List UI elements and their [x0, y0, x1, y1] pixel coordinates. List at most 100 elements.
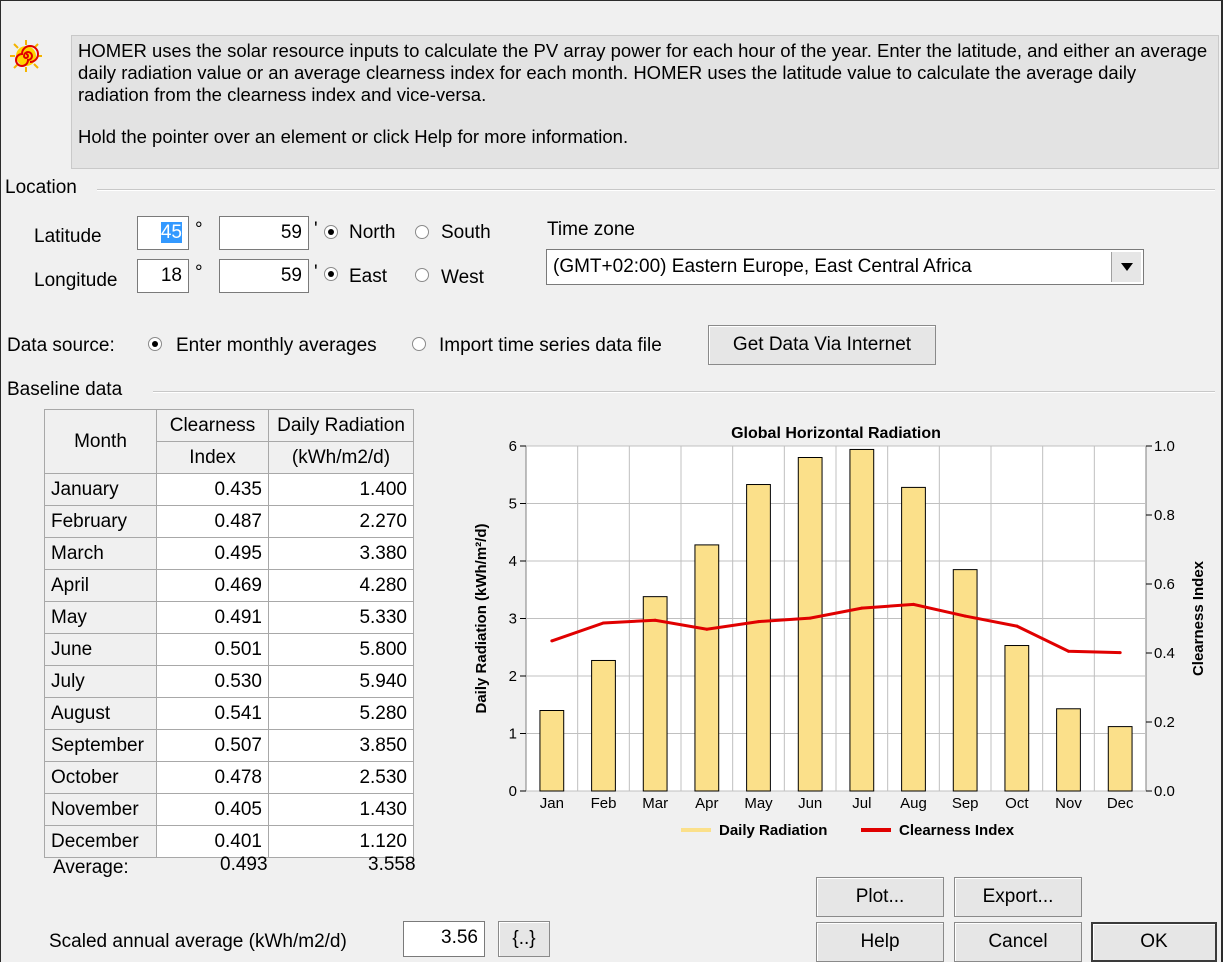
radiation-cell[interactable]: 3.850: [268, 729, 414, 762]
north-label[interactable]: North: [349, 222, 396, 243]
latitude-minutes-input[interactable]: 59: [219, 216, 309, 250]
datasource-label: Data source:: [7, 335, 115, 356]
solar-resource-icon: [10, 40, 42, 72]
line-point: [1067, 649, 1070, 653]
clearness-column-header: Clearness: [156, 409, 269, 442]
table-row: July 0.530 5.940: [44, 665, 414, 698]
average-label: Average:: [53, 857, 129, 878]
line-point: [602, 621, 605, 625]
clearness-cell[interactable]: 0.541: [156, 697, 269, 730]
export-button[interactable]: Export...: [954, 877, 1082, 917]
north-radio[interactable]: [324, 225, 338, 239]
radiation-cell[interactable]: 5.940: [268, 665, 414, 698]
radiation-cell[interactable]: 1.120: [268, 825, 414, 858]
y-tick-label: 1: [509, 726, 517, 743]
radiation-column-subheader: (kWh/m2/d): [268, 441, 414, 474]
south-label[interactable]: South: [441, 222, 491, 243]
sensitivity-values-button[interactable]: {..}: [498, 921, 550, 957]
monthly-averages-label[interactable]: Enter monthly averages: [176, 335, 377, 356]
bar: [539, 710, 565, 792]
average-radiation: 3.558: [368, 854, 416, 875]
time-series-radio[interactable]: [412, 337, 426, 351]
clearness-column-subheader: Index: [156, 441, 269, 474]
clearness-cell[interactable]: 0.401: [156, 825, 269, 858]
y-tick-label: 0: [509, 783, 517, 800]
radiation-cell[interactable]: 1.400: [268, 473, 414, 506]
plot-button[interactable]: Plot...: [816, 877, 944, 917]
west-label[interactable]: West: [441, 267, 484, 288]
chevron-down-icon[interactable]: [1111, 252, 1141, 282]
west-radio[interactable]: [415, 268, 429, 282]
table-row: November 0.405 1.430: [44, 793, 414, 826]
clearness-cell[interactable]: 0.487: [156, 505, 269, 538]
clearness-cell[interactable]: 0.491: [156, 601, 269, 634]
longitude-minutes-input[interactable]: 59: [219, 259, 309, 293]
radiation-cell[interactable]: 4.280: [268, 569, 414, 602]
clearness-cell[interactable]: 0.478: [156, 761, 269, 794]
time-series-label[interactable]: Import time series data file: [439, 335, 662, 356]
clearness-cell[interactable]: 0.507: [156, 729, 269, 762]
radiation-cell[interactable]: 2.530: [268, 761, 414, 794]
monthly-averages-radio[interactable]: [148, 337, 162, 351]
month-cell: March: [44, 537, 157, 570]
month-cell: November: [44, 793, 157, 826]
clearness-cell[interactable]: 0.405: [156, 793, 269, 826]
scaled-annual-average-input[interactable]: 3.56: [403, 921, 485, 957]
east-label[interactable]: East: [349, 266, 388, 287]
clearness-cell[interactable]: 0.495: [156, 537, 269, 570]
radiation-cell[interactable]: 3.380: [268, 537, 414, 570]
line-point: [860, 606, 864, 610]
table-header-row: Month Clearness Daily Radiation: [44, 409, 414, 474]
line-point: [912, 602, 915, 606]
month-cell: June: [44, 633, 157, 666]
y2-tick-label: 0.0: [1154, 783, 1175, 800]
latitude-degrees-input[interactable]: 45: [137, 216, 189, 250]
info-description: HOMER uses the solar resource inputs to …: [78, 40, 1208, 105]
radiation-cell[interactable]: 5.330: [268, 601, 414, 634]
radiation-cell[interactable]: 1.430: [268, 793, 414, 826]
table-row: January 0.435 1.400: [44, 473, 414, 506]
chart-title: Global Horizontal Radiation: [731, 425, 941, 442]
y2-tick-label: 0.8: [1154, 507, 1175, 524]
radiation-cell[interactable]: 2.270: [268, 505, 414, 538]
radiation-cell[interactable]: 5.800: [268, 633, 414, 666]
info-hint: Hold the pointer over an element or clic…: [78, 126, 629, 147]
radiation-cell[interactable]: 5.280: [268, 697, 414, 730]
x-tick-label: Apr: [695, 795, 718, 812]
clearness-cell[interactable]: 0.501: [156, 633, 269, 666]
x-tick-label: Nov: [1055, 795, 1082, 812]
table-row: October 0.478 2.530: [44, 761, 414, 794]
x-tick-label: Dec: [1107, 795, 1134, 812]
line-point: [1118, 651, 1122, 655]
get-data-via-internet-button[interactable]: Get Data Via Internet: [708, 325, 936, 365]
x-tick-label: Feb: [591, 795, 617, 812]
clearness-cell[interactable]: 0.435: [156, 473, 269, 506]
bar: [952, 569, 978, 792]
y2-tick-label: 0.4: [1154, 645, 1175, 662]
location-group-label: Location: [5, 177, 83, 199]
x-tick-label: Jan: [540, 795, 564, 812]
table-row: February 0.487 2.270: [44, 505, 414, 538]
line-point: [963, 614, 967, 618]
y2-axis-label: Clearness Index: [1190, 560, 1207, 676]
help-button[interactable]: Help: [816, 922, 944, 962]
longitude-degree-symbol: °: [195, 262, 203, 283]
y-axis-label: Daily Radiation (kWh/m²/d): [473, 523, 490, 713]
timezone-select[interactable]: (GMT+02:00) Eastern Europe, East Central…: [546, 249, 1144, 285]
clearness-index-line: [551, 602, 1121, 655]
timezone-label: Time zone: [547, 219, 635, 240]
month-cell: April: [44, 569, 157, 602]
clearness-cell[interactable]: 0.530: [156, 665, 269, 698]
east-radio[interactable]: [324, 267, 338, 281]
bar: [1056, 708, 1081, 792]
cancel-button[interactable]: Cancel: [954, 922, 1082, 962]
month-cell: September: [44, 729, 157, 762]
longitude-degrees-input[interactable]: 18: [137, 259, 189, 293]
line-point: [757, 620, 760, 624]
x-tick-label: Jul: [852, 795, 871, 812]
south-radio[interactable]: [415, 225, 429, 239]
ok-button[interactable]: OK: [1091, 922, 1217, 962]
clearness-cell[interactable]: 0.469: [156, 569, 269, 602]
y2-tick-label: 0.2: [1154, 714, 1175, 731]
month-column-header: Month: [44, 409, 157, 474]
